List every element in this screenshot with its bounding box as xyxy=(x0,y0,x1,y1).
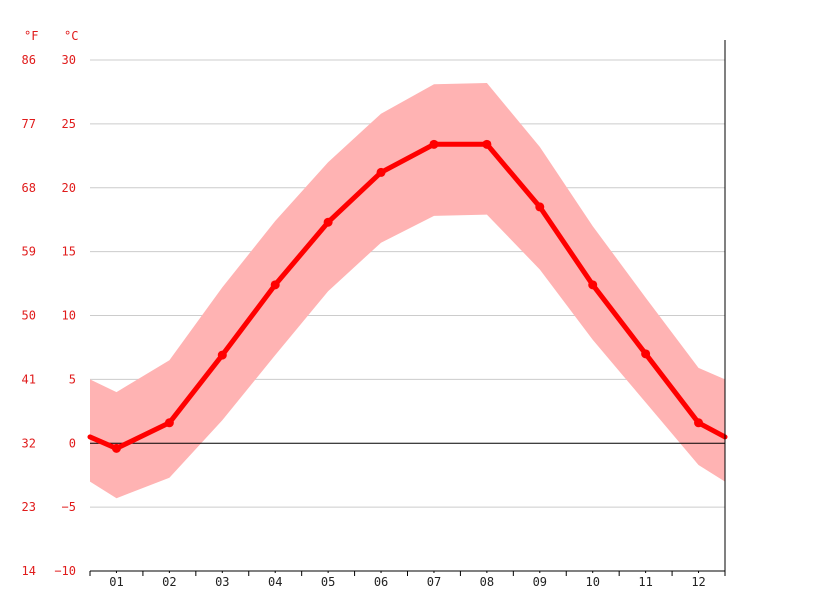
x-tick-label-09: 09 xyxy=(533,575,547,589)
average-point-06 xyxy=(376,167,386,177)
celsius-unit-label: °C xyxy=(64,29,78,43)
average-point-05 xyxy=(323,217,333,227)
x-tick-label-02: 02 xyxy=(162,575,176,589)
average-point-07 xyxy=(429,139,439,149)
fahrenheit-unit-label: °F xyxy=(24,29,38,43)
y-axis-labels: 86 30 77 25 68 20 59 15 50 10 41 5 32 0 23 −5 14 −10 xyxy=(22,53,76,578)
y-tick-label-fahrenheit: 50 xyxy=(22,309,36,323)
y-tick-label-celsius: 5 xyxy=(69,372,76,386)
average-point-04 xyxy=(270,280,280,290)
x-tick-label-07: 07 xyxy=(427,575,441,589)
average-temperature-points xyxy=(111,139,704,453)
average-point-01 xyxy=(111,443,121,453)
y-tick-label-fahrenheit: 68 xyxy=(22,181,36,195)
y-tick-label-celsius: 20 xyxy=(62,181,76,195)
average-point-02 xyxy=(164,418,174,428)
average-temperature-line xyxy=(87,141,728,451)
y-tick-label-celsius: 15 xyxy=(62,245,76,259)
y-tick-label-celsius: 25 xyxy=(62,117,76,131)
y-tick-label-fahrenheit: 77 xyxy=(22,117,36,131)
x-tick-label-10: 10 xyxy=(585,575,599,589)
y-tick-label-fahrenheit: 23 xyxy=(22,500,36,514)
y-tick-label-fahrenheit: 14 xyxy=(22,564,36,578)
y-tick-label-fahrenheit: 59 xyxy=(22,245,36,259)
x-axis-labels: 01 02 03 04 05 06 07 08 09 10 11 12 xyxy=(109,575,706,589)
average-point-03 xyxy=(217,350,227,360)
average-point-10 xyxy=(588,280,598,290)
x-tick-label-01: 01 xyxy=(109,575,123,589)
temperature-range-band xyxy=(90,83,725,499)
y-tick-label-fahrenheit: 32 xyxy=(22,436,36,450)
x-tick-label-08: 08 xyxy=(480,575,494,589)
y-tick-label-fahrenheit: 41 xyxy=(22,372,36,386)
y-tick-label-fahrenheit: 86 xyxy=(22,53,36,67)
y-tick-label-celsius: 10 xyxy=(62,309,76,323)
x-tick-label-05: 05 xyxy=(321,575,335,589)
average-point-11 xyxy=(641,349,651,359)
average-point-12 xyxy=(694,418,704,428)
x-tick-label-12: 12 xyxy=(691,575,705,589)
average-point-08 xyxy=(482,139,492,149)
x-tick-label-06: 06 xyxy=(374,575,388,589)
x-tick-label-04: 04 xyxy=(268,575,282,589)
x-tick-label-03: 03 xyxy=(215,575,229,589)
y-tick-label-celsius: −5 xyxy=(62,500,76,514)
y-tick-label-celsius: −10 xyxy=(54,564,76,578)
x-tick-label-11: 11 xyxy=(638,575,652,589)
y-tick-label-celsius: 0 xyxy=(69,436,76,450)
x-axis-ticks xyxy=(89,571,726,576)
average-point-09 xyxy=(535,202,545,212)
y-tick-label-celsius: 30 xyxy=(62,53,76,67)
